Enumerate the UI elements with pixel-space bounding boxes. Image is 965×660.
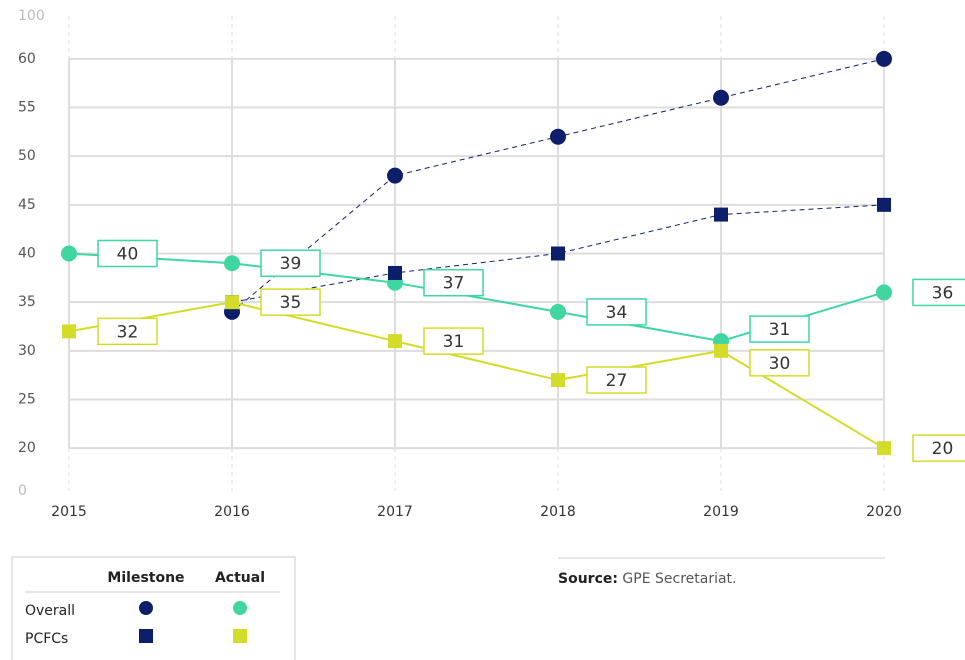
actual-point: [714, 343, 728, 358]
actual-point: [225, 295, 239, 310]
data-label: 40: [117, 245, 139, 265]
milestone-point: [388, 265, 402, 280]
y-tick-label: 35: [18, 294, 36, 310]
source: Source: GPE Secretariat.: [558, 571, 737, 587]
data-label-box: [260, 249, 321, 277]
data-label-box: [423, 268, 484, 297]
milestone-point: [550, 128, 566, 145]
data-label-box: [586, 366, 647, 394]
data-label-box: [97, 317, 158, 346]
source-text: GPE Secretariat.: [622, 571, 736, 587]
data-label: 31: [443, 332, 465, 352]
actual-point: [877, 441, 891, 456]
y-tick-label: 100: [18, 8, 45, 24]
data-label-box: [423, 327, 484, 355]
data-label-box: [749, 315, 810, 343]
legend-label: PCFCs: [25, 631, 68, 647]
y-tick-label: 30: [18, 343, 36, 359]
actual-point: [388, 334, 402, 349]
legend-marker: [139, 601, 153, 615]
x-tick-label: 2020: [866, 504, 902, 520]
data-label: 32: [117, 322, 139, 342]
legend-marker: [233, 601, 247, 615]
data-label-box: [97, 239, 158, 268]
data-label: 37: [443, 274, 465, 294]
data-label-box: [912, 434, 965, 462]
milestone-point: [713, 89, 729, 106]
data-label: 30: [769, 354, 791, 374]
milestone-point: [551, 246, 565, 261]
y-tick-label: 60: [18, 51, 36, 67]
data-label-box: [749, 349, 810, 377]
actual-point: [550, 303, 566, 320]
milestone-line: [231, 204, 885, 303]
legend-marker: [233, 629, 247, 643]
data-label-box: [912, 278, 965, 307]
actual-point: [224, 255, 240, 272]
x-tick-label: 2018: [540, 504, 576, 520]
y-tick-label: 25: [18, 392, 36, 408]
actual-point: [62, 324, 76, 339]
x-tick-label: 2017: [377, 504, 413, 520]
milestone-point: [877, 197, 891, 212]
data-label: 20: [932, 439, 954, 459]
legend-marker: [139, 629, 153, 643]
y-tick-label: 45: [18, 197, 36, 213]
x-tick-label: 2015: [51, 504, 87, 520]
data-label-box: [260, 288, 321, 316]
legend-box: [11, 556, 296, 660]
x-tick-label: 2019: [703, 504, 739, 520]
data-label-box: [586, 298, 647, 326]
milestone-point: [876, 50, 892, 67]
actual-point: [876, 284, 892, 301]
y-tick-label: 50: [18, 148, 36, 164]
source-label: Source:: [558, 571, 618, 587]
data-label: 35: [280, 293, 302, 313]
actual-point: [61, 245, 77, 262]
x-tick-label: 2016: [214, 504, 250, 520]
data-label: 27: [606, 371, 628, 391]
legend-header: Actual: [215, 570, 265, 586]
milestone-point: [387, 167, 403, 184]
data-label: 36: [932, 283, 954, 303]
y-tick-label: 40: [18, 246, 36, 262]
actual-point: [551, 373, 565, 388]
legend-header: Milestone: [107, 570, 184, 586]
legend-label: Overall: [25, 603, 75, 619]
actual-line: [68, 252, 885, 343]
milestone-point: [714, 207, 728, 222]
y-tick-label: 55: [18, 99, 36, 115]
actual-line: [68, 301, 885, 450]
y-tick-label: 20: [18, 440, 36, 456]
y-tick-label: 0: [18, 483, 27, 499]
data-label: 34: [606, 303, 628, 323]
data-label: 39: [280, 254, 302, 274]
data-label: 31: [769, 320, 791, 340]
